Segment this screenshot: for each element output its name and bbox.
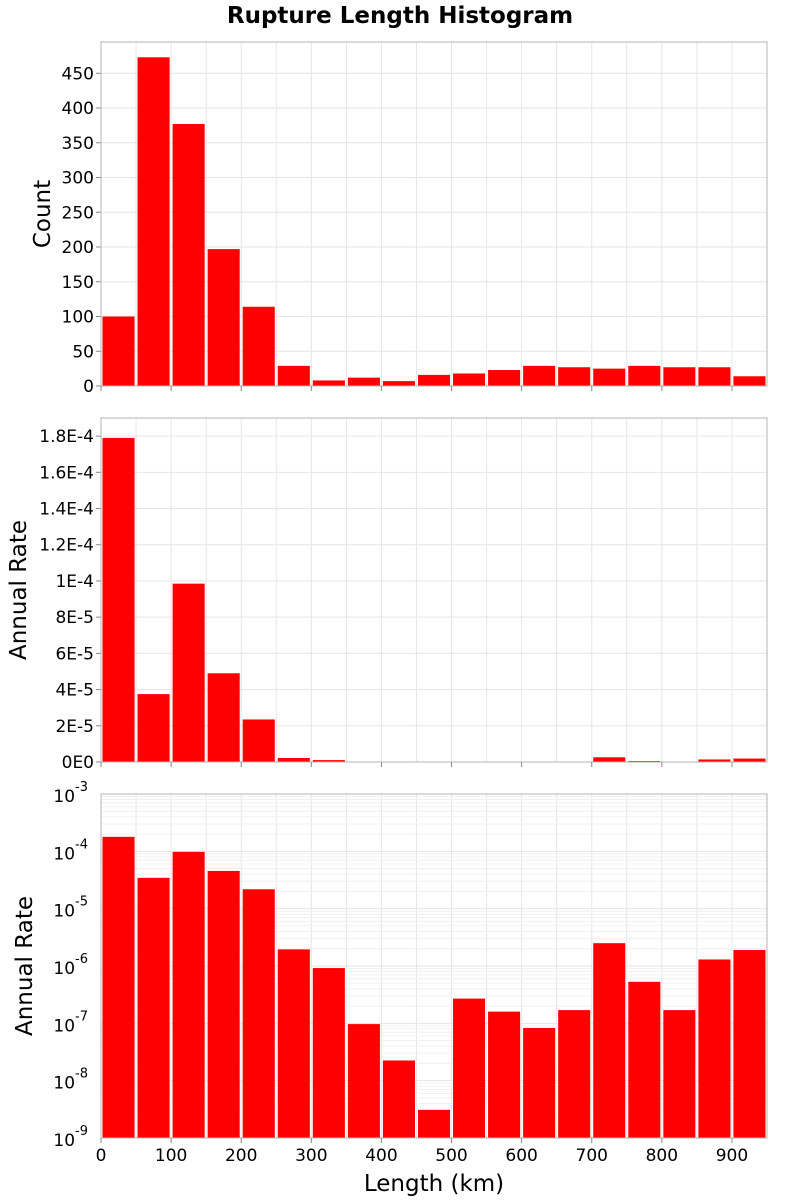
x-tick-label: 200 (225, 1146, 257, 1166)
y-tick-label: 10-8 (53, 1067, 88, 1094)
y-tick-label: 150 (62, 273, 94, 293)
y-tick-label: 250 (62, 203, 94, 223)
histogram-bar (242, 306, 275, 386)
plot-frame (100, 41, 768, 387)
y-tick-label: 8E-5 (55, 608, 94, 628)
histogram-bar (347, 1024, 380, 1138)
histogram-bar (102, 836, 135, 1138)
histogram-bar (628, 981, 661, 1138)
y-tick-label: 100 (62, 308, 94, 328)
histogram-bar (242, 889, 275, 1138)
y-tick-label: 4E-5 (55, 681, 94, 701)
y-tick-label: 1E-4 (55, 572, 94, 592)
histogram-bar (137, 877, 170, 1138)
histogram-bar (523, 1027, 556, 1138)
x-tick-label: 0 (96, 1146, 107, 1166)
y-tick-label: 10-3 (53, 780, 88, 807)
histogram-bar (382, 1060, 415, 1138)
y-tick-label: 0E0 (62, 753, 94, 773)
y-tick-label: 6E-5 (55, 644, 94, 664)
histogram-bar (417, 374, 451, 386)
histogram-bar (207, 249, 240, 386)
x-tick-label: 900 (716, 1146, 748, 1166)
histogram-bar (593, 943, 626, 1138)
histogram-bar (172, 124, 205, 387)
histogram-bar (733, 950, 766, 1138)
histogram-bar (312, 968, 345, 1138)
histogram-bar (242, 719, 275, 762)
x-tick-label: 100 (155, 1146, 187, 1166)
histogram-bar (453, 998, 486, 1138)
y-tick-label: 1.6E-4 (39, 463, 94, 483)
x-tick-label: 400 (365, 1146, 397, 1166)
histogram-bar (663, 1010, 696, 1138)
histogram-bar (558, 1010, 591, 1138)
histogram-bar (733, 758, 766, 762)
y-tick-label: 450 (62, 64, 94, 84)
x-tick-label: 600 (505, 1146, 537, 1166)
plot-frame (100, 417, 768, 763)
histogram-bar (558, 367, 591, 386)
y-tick-label: 1.4E-4 (39, 500, 94, 520)
histogram-bar (102, 316, 135, 386)
histogram-bar (277, 365, 310, 386)
panel-count: 0 50 100 150 200 250 300 350 400 450 Count (30, 41, 768, 397)
y-tick-label: 10-7 (53, 1009, 88, 1036)
histogram-bar (207, 673, 240, 762)
histogram-bar (207, 870, 240, 1138)
histogram-bar (172, 851, 205, 1138)
x-axis-label: Length (km) (364, 1171, 504, 1197)
y-tick-label: 0 (83, 377, 94, 397)
y-tick-label: 10-4 (53, 837, 88, 864)
y-tick-label: 1.8E-4 (39, 427, 94, 447)
panel-rate-linear: 0E0 2E-5 4E-5 6E-5 8E-5 1E-4 1.2E-4 1.4E-4 1.6E-… (6, 417, 768, 773)
histogram-bar (523, 365, 556, 386)
histogram-bar (698, 367, 731, 386)
histogram-bar (453, 373, 486, 386)
chart-title: Rupture Length Histogram (227, 3, 573, 29)
y-axis-label: Annual Rate (12, 896, 38, 1036)
y-tick-label: 350 (62, 134, 94, 154)
histogram-bar (733, 376, 766, 386)
histogram-bar (102, 437, 135, 762)
histogram-bar (277, 758, 310, 762)
histogram-bar (277, 949, 310, 1138)
y-tick-label: 1.2E-4 (39, 536, 94, 556)
plot-frame (100, 793, 768, 1139)
histogram-bar (698, 959, 731, 1138)
y-tick-label: 50 (72, 342, 94, 362)
histogram-bar (593, 368, 626, 386)
y-tick-label: 200 (62, 238, 94, 258)
y-axis-label: Annual Rate (6, 520, 32, 660)
y-tick-label: 10-9 (53, 1124, 88, 1151)
x-tick-label: 500 (435, 1146, 467, 1166)
y-tick-label: 10-6 (53, 952, 88, 979)
histogram-bar (628, 365, 661, 386)
histogram-bar (137, 694, 170, 762)
histogram-bar (593, 757, 626, 762)
histogram-bar (417, 1109, 451, 1138)
histogram-bar (347, 377, 380, 386)
y-axis-label: Count (30, 180, 56, 248)
histogram-bar (488, 1011, 521, 1138)
y-tick-label: 300 (62, 169, 94, 189)
histogram-bar (698, 759, 731, 762)
y-tick-label: 10-5 (53, 895, 88, 922)
histogram-bar (312, 380, 345, 386)
x-tick-label: 700 (576, 1146, 608, 1166)
x-tick-label: 300 (295, 1146, 327, 1166)
histogram-bar (312, 760, 345, 762)
histogram-bar (172, 583, 205, 762)
y-tick-label: 2E-5 (55, 717, 94, 737)
x-tick-label: 800 (646, 1146, 678, 1166)
histogram-bar (488, 370, 521, 386)
histogram-bar (137, 57, 170, 387)
y-tick-label: 400 (62, 99, 94, 119)
panel-rate-log: 10-9 10-8 10-7 10-6 10-5 10-4 10-3 0 100 200 300 40… (12, 780, 768, 1197)
histogram-bar (382, 381, 415, 386)
histogram-bar (663, 367, 696, 386)
